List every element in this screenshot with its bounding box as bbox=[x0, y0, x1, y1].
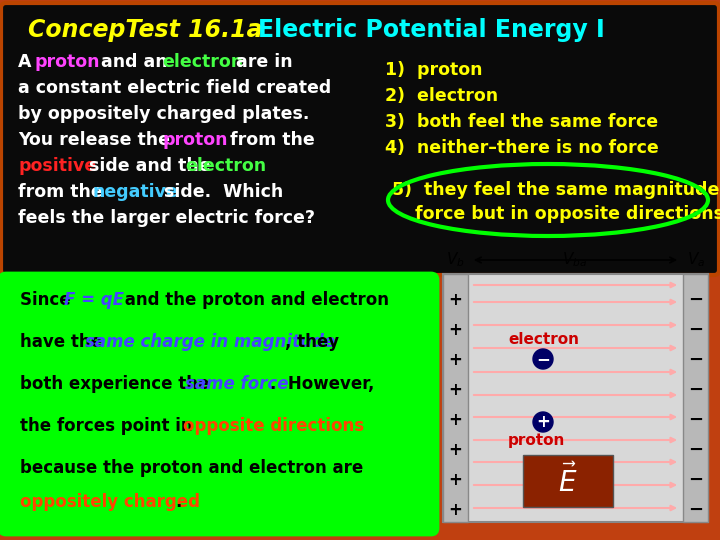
FancyBboxPatch shape bbox=[1, 3, 719, 275]
Text: +: + bbox=[448, 441, 462, 459]
Text: electron: electron bbox=[508, 332, 579, 347]
Circle shape bbox=[533, 349, 553, 369]
Text: same charge in magnitude: same charge in magnitude bbox=[85, 333, 335, 351]
Text: $V_b$: $V_b$ bbox=[446, 251, 464, 269]
Text: +: + bbox=[536, 413, 550, 431]
Text: −: − bbox=[688, 471, 703, 489]
Text: +: + bbox=[448, 501, 462, 519]
Text: −: − bbox=[688, 411, 703, 429]
Text: electron: electron bbox=[185, 157, 266, 175]
Text: −: − bbox=[688, 321, 703, 339]
Text: −: − bbox=[688, 501, 703, 519]
Text: F = qE: F = qE bbox=[64, 291, 124, 309]
Text: 5)  they feel the same magnitude: 5) they feel the same magnitude bbox=[392, 181, 719, 199]
Text: a constant electric field created: a constant electric field created bbox=[18, 79, 331, 97]
Bar bbox=[443, 274, 708, 522]
Text: $V_{ba}$: $V_{ba}$ bbox=[562, 251, 588, 269]
Text: and an: and an bbox=[95, 53, 174, 71]
Text: because the proton and electron are: because the proton and electron are bbox=[20, 459, 364, 477]
Text: A: A bbox=[18, 53, 37, 71]
Text: You release the: You release the bbox=[18, 131, 176, 149]
Text: proton: proton bbox=[34, 53, 99, 71]
Text: same force: same force bbox=[185, 375, 289, 393]
Text: both experience the: both experience the bbox=[20, 375, 215, 393]
Text: opposite directions: opposite directions bbox=[183, 417, 364, 435]
Text: side and the: side and the bbox=[83, 157, 217, 175]
Text: 3)  both feel the same force: 3) both feel the same force bbox=[385, 113, 658, 131]
Text: Since: Since bbox=[20, 291, 76, 309]
Text: −: − bbox=[536, 350, 550, 368]
Text: and the proton and electron: and the proton and electron bbox=[119, 291, 389, 309]
Text: 4)  neither–there is no force: 4) neither–there is no force bbox=[385, 139, 659, 157]
Text: ConcepTest 16.1a: ConcepTest 16.1a bbox=[28, 18, 263, 42]
Text: $\vec{E}$: $\vec{E}$ bbox=[558, 464, 577, 498]
Bar bbox=[523, 455, 613, 507]
Text: −: − bbox=[688, 381, 703, 399]
Text: −: − bbox=[688, 441, 703, 459]
Text: .: . bbox=[175, 493, 181, 511]
Text: negative: negative bbox=[92, 183, 178, 201]
Text: force but in opposite directions: force but in opposite directions bbox=[415, 205, 720, 223]
Text: proton: proton bbox=[163, 131, 228, 149]
Text: −: − bbox=[688, 351, 703, 369]
Text: .  However,: . However, bbox=[270, 375, 374, 393]
Text: 1)  proton: 1) proton bbox=[385, 61, 482, 79]
Text: from the: from the bbox=[18, 183, 109, 201]
Text: 2)  electron: 2) electron bbox=[385, 87, 498, 105]
Text: have the: have the bbox=[20, 333, 108, 351]
Bar bbox=[683, 274, 708, 522]
Text: +: + bbox=[448, 381, 462, 399]
Text: electron: electron bbox=[162, 53, 243, 71]
Text: proton: proton bbox=[508, 433, 565, 448]
Text: +: + bbox=[448, 321, 462, 339]
Text: −: − bbox=[688, 291, 703, 309]
Text: $V_a$: $V_a$ bbox=[687, 251, 705, 269]
Text: positive: positive bbox=[18, 157, 96, 175]
FancyBboxPatch shape bbox=[0, 273, 438, 535]
Text: are in: are in bbox=[230, 53, 292, 71]
Text: feels the larger electric force?: feels the larger electric force? bbox=[18, 209, 315, 227]
Text: Electric Potential Energy I: Electric Potential Energy I bbox=[258, 18, 605, 42]
Bar bbox=[443, 274, 468, 522]
Text: +: + bbox=[448, 471, 462, 489]
Text: oppositely charged: oppositely charged bbox=[20, 493, 200, 511]
Text: side.  Which: side. Which bbox=[158, 183, 283, 201]
Text: +: + bbox=[448, 351, 462, 369]
Text: from the: from the bbox=[224, 131, 315, 149]
Text: +: + bbox=[448, 411, 462, 429]
Text: the forces point in: the forces point in bbox=[20, 417, 199, 435]
Text: +: + bbox=[448, 291, 462, 309]
Circle shape bbox=[533, 412, 553, 432]
Text: , they: , they bbox=[285, 333, 339, 351]
Text: by oppositely charged plates.: by oppositely charged plates. bbox=[18, 105, 310, 123]
